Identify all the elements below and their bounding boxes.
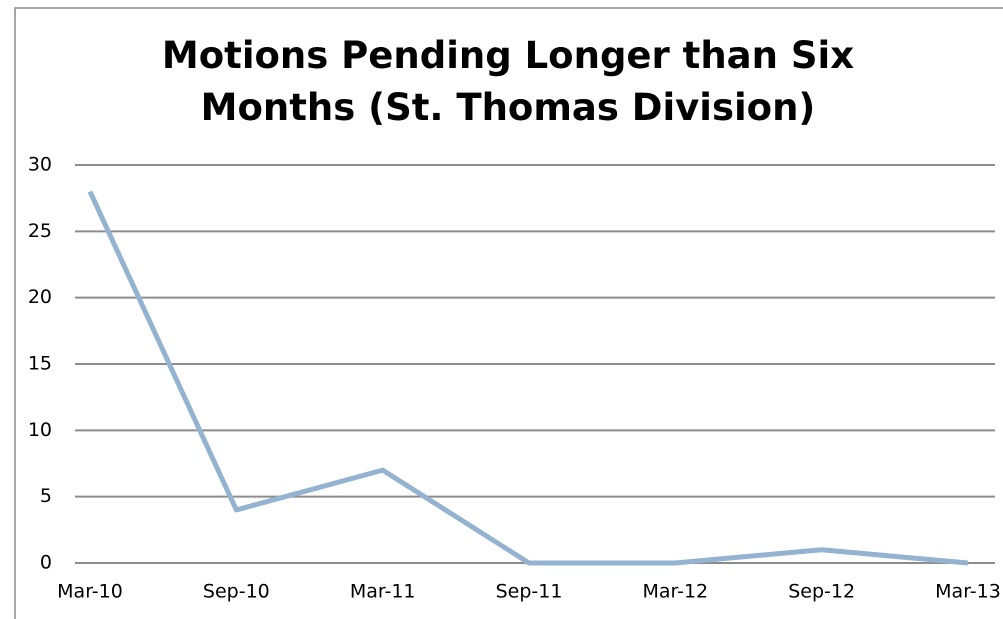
x-tick-label: Mar-13: [935, 581, 1001, 603]
y-tick-label: 25: [28, 220, 52, 242]
x-tick-label: Mar-11: [350, 581, 416, 603]
y-tick-label: 15: [28, 353, 52, 375]
y-tick-label: 0: [40, 552, 52, 574]
x-tick-label: Mar-10: [57, 581, 123, 603]
chart-frame: [14, 7, 1003, 619]
y-tick-label: 10: [28, 419, 52, 441]
y-tick-label: 20: [28, 286, 52, 308]
x-tick-label: Sep-12: [788, 581, 855, 603]
x-tick-label: Mar-12: [642, 581, 708, 603]
chart-title: Motions Pending Longer than Six Months (…: [161, 34, 855, 129]
data-line: [87, 190, 969, 566]
y-tick-label: 5: [40, 485, 52, 507]
y-tick-label: 30: [28, 154, 52, 176]
x-tick-label: Sep-10: [203, 581, 270, 603]
x-tick-label: Sep-11: [496, 581, 563, 603]
